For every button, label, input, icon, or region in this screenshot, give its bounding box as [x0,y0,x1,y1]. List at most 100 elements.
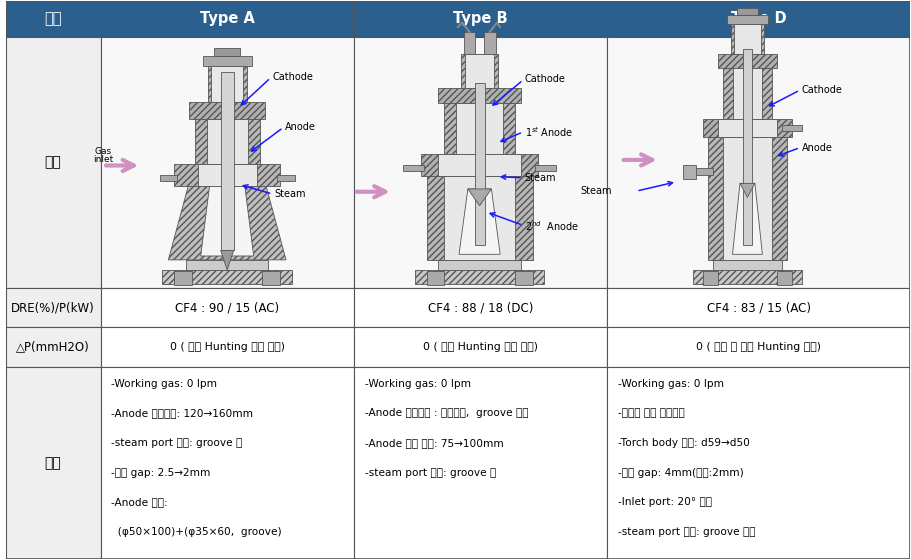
Bar [174,164,280,186]
Bar [702,271,718,285]
Text: Cathode: Cathode [272,72,313,82]
Text: Type A: Type A [200,11,254,26]
Text: DRE(%)/P(kW): DRE(%)/P(kW) [11,301,95,314]
Bar [404,165,424,170]
Bar [464,32,476,54]
Text: CF4 : 83 / 15 (AC): CF4 : 83 / 15 (AC) [707,301,811,314]
Bar [5,37,100,288]
Bar [189,102,265,119]
Bar [100,288,353,328]
Bar [712,260,783,270]
Text: 0 ( 압력 Hunting 다소 발생): 0 ( 압력 Hunting 다소 발생) [423,342,538,352]
Bar [456,104,503,154]
Polygon shape [740,183,755,197]
Bar [732,24,763,54]
Text: 형상: 형상 [45,156,61,170]
Text: 2$^{nd}$  Anode: 2$^{nd}$ Anode [525,219,578,233]
Bar [777,271,793,285]
Text: -steam port 위치: groove 아래: -steam port 위치: groove 아래 [618,527,755,537]
Bar [515,271,533,285]
Text: -Anode 길이 연장: 75→100mm: -Anode 길이 연장: 75→100mm [364,438,504,448]
Text: 구분: 구분 [45,11,62,26]
Text: Gas: Gas [95,147,112,156]
Text: CF4 : 88 / 18 (DC): CF4 : 88 / 18 (DC) [428,301,533,314]
Text: -고전압 전극 형상변경: -고전압 전극 형상변경 [618,408,685,418]
Text: -Anode 형상변경 : 내부구조,  groove 가공: -Anode 형상변경 : 내부구조, groove 가공 [364,408,528,418]
Bar [461,54,498,88]
Text: -전극 gap: 4mm(접점:2mm): -전극 gap: 4mm(접점:2mm) [618,468,743,478]
Text: Steam: Steam [580,185,611,195]
Text: -Working gas: 0 lpm: -Working gas: 0 lpm [364,379,471,389]
Bar [214,48,241,56]
Bar [475,83,485,245]
Bar [5,367,100,559]
Bar [353,328,608,367]
Text: -전극 gap: 2.5→2mm: -전극 gap: 2.5→2mm [111,468,210,478]
Bar [5,1,100,37]
Text: 0 ( 전력 및 압력 Hunting 심함): 0 ( 전력 및 압력 Hunting 심함) [696,342,821,352]
Text: △P(mmH2O): △P(mmH2O) [16,340,90,353]
Bar [159,175,177,180]
Polygon shape [732,183,763,254]
Bar [426,176,533,260]
Bar [608,1,910,37]
Bar [438,88,521,104]
Bar [536,165,556,170]
Polygon shape [468,189,491,206]
Bar [722,137,773,260]
Bar [174,271,192,285]
Bar [718,119,777,137]
Bar [742,49,752,245]
Text: Cathode: Cathode [802,85,843,95]
Bar [100,1,353,37]
Text: -Inlet port: 20° 경사: -Inlet port: 20° 경사 [618,497,712,507]
Bar [438,260,521,270]
Text: CF4 : 90 / 15 (AC): CF4 : 90 / 15 (AC) [175,301,280,314]
Bar [445,104,515,154]
Bar [100,37,353,288]
Text: (φ50×100)+(φ35×60,  groove): (φ50×100)+(φ35×60, groove) [111,527,282,537]
Bar [5,288,100,328]
Bar [100,328,353,367]
Bar [262,271,280,285]
Bar [100,367,353,559]
Bar [208,66,247,102]
Bar [734,24,761,54]
Bar [220,72,234,250]
Bar [484,32,496,54]
Text: -Anode 형상:: -Anode 형상: [111,497,168,507]
Bar [692,270,803,284]
Text: -Working gas: 0 lpm: -Working gas: 0 lpm [618,379,724,389]
Text: Anode: Anode [802,143,833,153]
Text: -Anode 길이연장: 120→160mm: -Anode 길이연장: 120→160mm [111,408,253,418]
Text: -steam port 위치: groove 위: -steam port 위치: groove 위 [111,438,242,448]
Bar [608,37,910,288]
Bar [608,328,910,367]
Text: Steam: Steam [525,173,557,183]
Bar [708,137,787,260]
Bar [162,270,292,284]
Bar [466,54,494,88]
Bar [695,168,712,175]
Polygon shape [220,250,234,270]
Text: -Torch body 내경: d59→d50: -Torch body 내경: d59→d50 [618,438,750,448]
Bar [445,176,515,260]
Bar [277,175,295,180]
Bar [608,288,910,328]
Text: -Working gas: 0 lpm: -Working gas: 0 lpm [111,379,218,389]
Polygon shape [169,183,286,260]
Text: 0 ( 압력 Hunting 다소 발생): 0 ( 압력 Hunting 다소 발생) [169,342,284,352]
Text: -steam port 위치: groove 위: -steam port 위치: groove 위 [364,468,496,478]
Text: inlet: inlet [93,155,113,165]
Text: Type B: Type B [453,11,507,26]
Bar [210,66,243,102]
Bar [722,68,773,119]
Text: Anode: Anode [285,123,316,133]
Bar [737,8,758,15]
Bar [702,119,793,137]
Bar [415,270,544,284]
Text: 비고: 비고 [45,456,61,470]
Bar [353,37,608,288]
Bar [608,367,910,559]
Text: Cathode: Cathode [525,74,566,85]
